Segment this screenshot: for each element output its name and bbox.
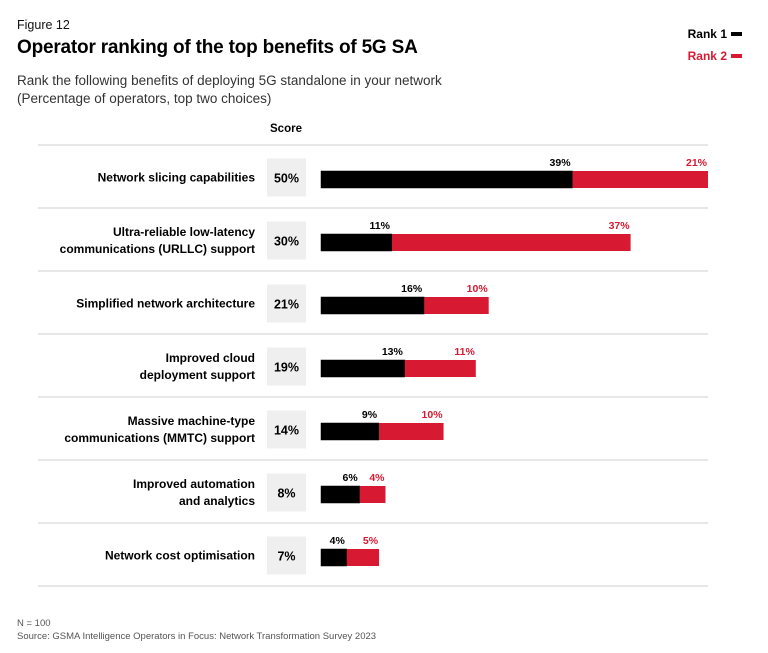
sample-size-note: N = 100 bbox=[17, 618, 51, 629]
category-label: and analytics bbox=[179, 494, 255, 508]
score-value: 19% bbox=[274, 361, 299, 375]
category-label: Improved cloud bbox=[166, 351, 255, 365]
bar-rank-1 bbox=[320, 233, 393, 252]
score-box bbox=[267, 536, 306, 575]
score-box bbox=[267, 347, 306, 386]
score-column-header: Score bbox=[270, 123, 302, 135]
score-box bbox=[267, 410, 306, 449]
legend-item-rank-1: Rank 1 bbox=[688, 27, 742, 49]
data-label-rank-1: 13% bbox=[382, 346, 404, 358]
score-value: 8% bbox=[277, 487, 295, 501]
bar-rank-2 bbox=[404, 360, 476, 377]
figure-label: Figure 12 bbox=[17, 18, 70, 32]
score-value: 7% bbox=[277, 550, 295, 564]
data-label-rank-2: 4% bbox=[369, 472, 385, 484]
score-value: 14% bbox=[274, 424, 299, 438]
bar-rank-1 bbox=[320, 170, 573, 189]
category-label: Improved automation bbox=[133, 477, 255, 491]
legend-item-rank-2: Rank 2 bbox=[688, 49, 742, 71]
category-label: communications (URLLC) support bbox=[60, 242, 255, 256]
bar-rank-1 bbox=[320, 485, 360, 504]
bar-rank-1 bbox=[320, 422, 380, 441]
data-label-rank-2: 10% bbox=[467, 283, 489, 295]
data-label-rank-2: 5% bbox=[363, 535, 379, 547]
score-value: 50% bbox=[274, 172, 299, 186]
bar-rank-1 bbox=[320, 296, 425, 315]
subtitle-line: (Percentage of operators, top two choice… bbox=[17, 91, 272, 106]
data-label-rank-2: 11% bbox=[454, 346, 475, 358]
chart-subtitle: Rank the following benefits of deploying… bbox=[17, 72, 442, 108]
category-label: deployment support bbox=[140, 368, 255, 382]
bar-rank-2 bbox=[391, 234, 631, 251]
legend-label: Rank 1 bbox=[687, 27, 727, 41]
bar-rank-1 bbox=[320, 548, 348, 567]
data-label-rank-2: 10% bbox=[422, 409, 444, 421]
bar-rank-2 bbox=[379, 423, 444, 440]
bar-rank-1 bbox=[320, 359, 406, 378]
category-label: Simplified network architecture bbox=[76, 297, 255, 311]
score-box bbox=[267, 221, 306, 260]
legend-swatch-rank-2 bbox=[731, 53, 742, 58]
bar-rank-2 bbox=[359, 486, 386, 503]
bar-rank-2 bbox=[572, 171, 708, 188]
legend-swatch-rank-1 bbox=[731, 31, 742, 36]
legend: Rank 1 Rank 2 bbox=[688, 27, 742, 71]
data-label-rank-1: 4% bbox=[330, 535, 346, 547]
data-label-rank-1: 6% bbox=[343, 472, 359, 484]
category-label: Network slicing capabilities bbox=[98, 171, 256, 185]
category-label: Network cost optimisation bbox=[105, 549, 255, 563]
data-label-rank-2: 37% bbox=[609, 220, 631, 232]
bar-rank-2 bbox=[424, 297, 489, 314]
score-box bbox=[267, 473, 306, 512]
category-label: communications (MMTC) support bbox=[64, 431, 255, 445]
bar-rank-2 bbox=[346, 549, 380, 566]
score-box bbox=[267, 284, 306, 323]
footer: N = 100 Source: GSMA Intelligence Operat… bbox=[17, 617, 376, 643]
data-label-rank-2: 21% bbox=[686, 157, 708, 169]
score-value: 21% bbox=[274, 298, 299, 312]
data-label-rank-1: 9% bbox=[362, 409, 378, 421]
source-note: Source: GSMA Intelligence Operators in F… bbox=[17, 631, 377, 642]
data-label-rank-1: 11% bbox=[370, 220, 391, 232]
legend-label: Rank 2 bbox=[687, 49, 727, 63]
score-box bbox=[267, 158, 306, 197]
subtitle-line: Rank the following benefits of deploying… bbox=[17, 73, 442, 88]
data-label-rank-1: 16% bbox=[401, 283, 423, 295]
chart-title: Operator ranking of the top benefits of … bbox=[17, 37, 418, 58]
score-value: 30% bbox=[274, 235, 299, 249]
category-label: Massive machine-type bbox=[128, 414, 256, 428]
data-label-rank-1: 39% bbox=[550, 157, 572, 169]
category-label: Ultra-reliable low-latency bbox=[113, 225, 255, 239]
